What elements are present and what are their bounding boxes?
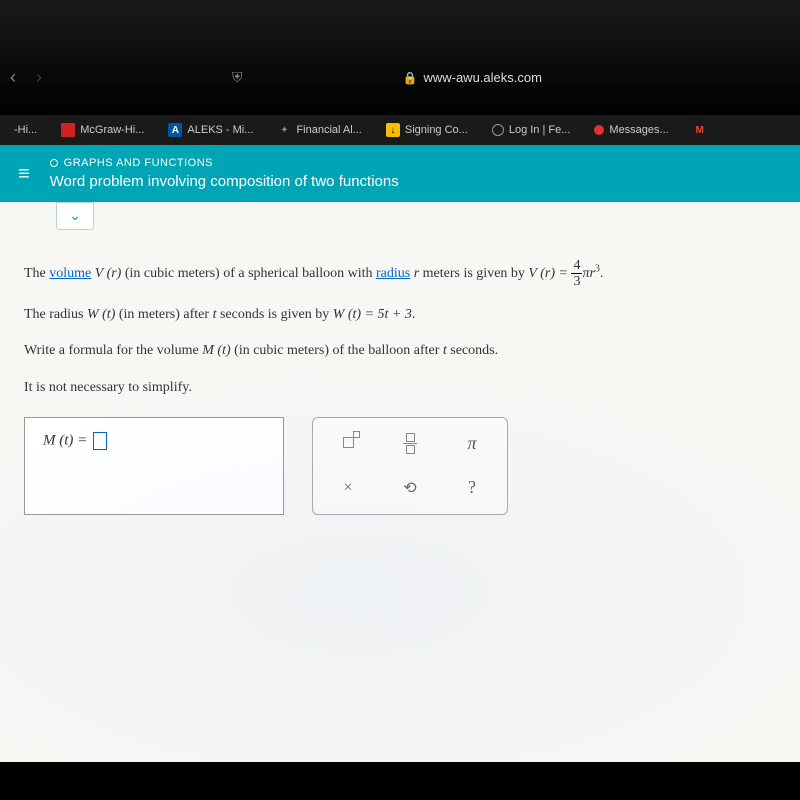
nav-forward-icon[interactable]: ›: [36, 67, 42, 88]
bookmark-label: -Hi...: [14, 124, 37, 136]
answer-box: M (t) =: [24, 417, 284, 515]
clear-tool-button[interactable]: ×: [319, 468, 377, 508]
nav-back-icon[interactable]: ‹: [10, 67, 16, 88]
bookmark-label: McGraw-Hi...: [80, 124, 144, 136]
star-icon: ✦: [277, 123, 291, 137]
aleks-icon: A: [168, 123, 182, 137]
bookmark-label: ALEKS - Mi...: [187, 124, 253, 136]
bookmark-item[interactable]: ↓ Signing Co...: [376, 119, 478, 141]
menu-icon[interactable]: ≡: [18, 163, 30, 186]
fraction-icon: [403, 432, 417, 455]
bookmark-item[interactable]: Messages...: [584, 120, 678, 140]
problem-line-4: It is not necessary to simplify.: [24, 377, 776, 399]
bookmark-item[interactable]: A ALEKS - Mi...: [158, 119, 263, 141]
math-tool-panel: π × ⟲ ?: [312, 417, 508, 515]
bookmark-item[interactable]: Log In | Fe...: [482, 120, 581, 140]
reset-tool-button[interactable]: ⟲: [381, 468, 439, 508]
bookmark-item[interactable]: M: [683, 119, 717, 141]
header-text: GRAPHS AND FUNCTIONS Word problem involv…: [50, 157, 399, 190]
category-dot-icon: [50, 159, 58, 167]
content-area: ⌄ The volume V (r) (in cubic meters) of …: [0, 202, 800, 762]
bookmarks-bar: -Hi... McGraw-Hi... A ALEKS - Mi... ✦ Fi…: [0, 115, 800, 145]
expand-chevron-icon[interactable]: ⌄: [56, 202, 94, 230]
bookmark-item[interactable]: -Hi...: [4, 120, 47, 140]
vr-symbol: V (r): [95, 266, 122, 281]
answer-row: M (t) = π × ⟲ ?: [24, 417, 776, 515]
volume-link[interactable]: volume: [49, 266, 91, 281]
help-tool-button[interactable]: ?: [443, 468, 501, 508]
shield-icon[interactable]: ⛨: [232, 69, 243, 86]
bookmark-label: Signing Co...: [405, 124, 468, 136]
bookmark-item[interactable]: McGraw-Hi...: [51, 119, 154, 141]
radius-link[interactable]: radius: [376, 266, 410, 281]
circle-icon: [492, 124, 504, 136]
mcgraw-icon: [61, 123, 75, 137]
answer-lhs: M (t) =: [43, 432, 91, 448]
exponent-tool-button[interactable]: [319, 424, 377, 464]
fraction: 43: [571, 258, 582, 290]
problem-line-2: The radius W (t) (in meters) after t sec…: [24, 304, 776, 326]
bookmark-item[interactable]: ✦ Financial Al...: [267, 119, 371, 141]
problem-statement: The volume V (r) (in cubic meters) of a …: [24, 258, 776, 399]
pi-tool-button[interactable]: π: [443, 424, 501, 464]
browser-chrome: ‹ › ⛨ 🔒 www-awu.aleks.com: [0, 0, 800, 115]
dot-icon: [594, 125, 604, 135]
fraction-tool-button[interactable]: [381, 424, 439, 464]
problem-line-3: Write a formula for the volume M (t) (in…: [24, 340, 776, 362]
url-bar[interactable]: 🔒 www-awu.aleks.com: [403, 70, 542, 85]
category-label: GRAPHS AND FUNCTIONS: [64, 157, 213, 169]
bookmark-label: Financial Al...: [296, 124, 361, 136]
gmail-icon: M: [693, 123, 707, 137]
aleks-header: ≡ GRAPHS AND FUNCTIONS Word problem invo…: [0, 145, 800, 202]
topic-title: Word problem involving composition of tw…: [50, 173, 399, 190]
bookmark-label: Messages...: [609, 124, 668, 136]
url-text: www-awu.aleks.com: [423, 70, 541, 85]
download-icon: ↓: [386, 123, 400, 137]
bookmark-label: Log In | Fe...: [509, 124, 571, 136]
lock-icon: 🔒: [403, 71, 418, 85]
exponent-icon: [343, 436, 354, 452]
problem-line-1: The volume V (r) (in cubic meters) of a …: [24, 258, 776, 290]
answer-input[interactable]: [93, 432, 107, 450]
topic-category: GRAPHS AND FUNCTIONS: [50, 157, 399, 169]
